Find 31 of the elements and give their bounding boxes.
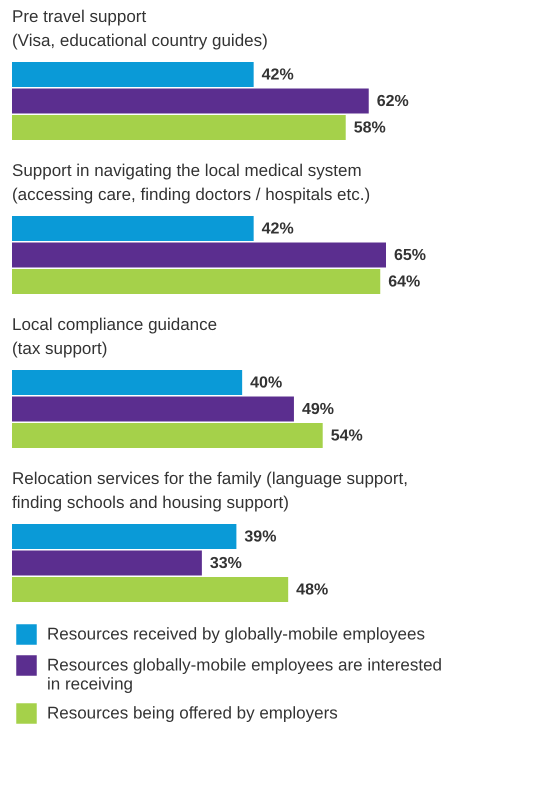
data-label: 49% [302, 401, 334, 418]
data-label: 33% [210, 555, 242, 572]
bar [12, 216, 254, 241]
y-tick-label: Support in navigating the local medical system (accessing care, finding doctors / hospitals etc.) [12, 161, 370, 204]
legend-label: Resources received by globally-mobile employees [47, 624, 425, 644]
legend-label: Resources globally-mobile employees are interested in receiving [47, 656, 442, 694]
bar [12, 396, 294, 422]
data-label: 42% [262, 220, 294, 238]
data-label: 42% [262, 66, 294, 84]
data-label: 58% [354, 120, 386, 137]
data-label: 65% [394, 247, 426, 264]
bar [12, 524, 236, 549]
data-label: 54% [330, 428, 363, 445]
y-tick-label: Local compliance guidance (tax support) [12, 315, 218, 358]
y-tick-label: Pre travel support (Visa, educational country guides) [12, 7, 268, 50]
bar [12, 269, 380, 294]
bar [12, 577, 288, 602]
bar [12, 423, 323, 448]
legend-label: Resources being offered by employers [47, 704, 338, 722]
data-label: 39% [244, 528, 276, 546]
bar [12, 550, 202, 576]
bar [12, 242, 386, 268]
bar [12, 115, 346, 140]
bar [12, 62, 254, 87]
data-label: 64% [388, 274, 420, 291]
y-tick-label: Relocation services for the family (language support, finding schools and housing support) [12, 469, 408, 512]
data-label: 62% [376, 93, 409, 110]
data-label: 40% [250, 374, 282, 392]
bar [12, 370, 242, 395]
data-label: 48% [296, 582, 328, 599]
bar [12, 88, 369, 114]
